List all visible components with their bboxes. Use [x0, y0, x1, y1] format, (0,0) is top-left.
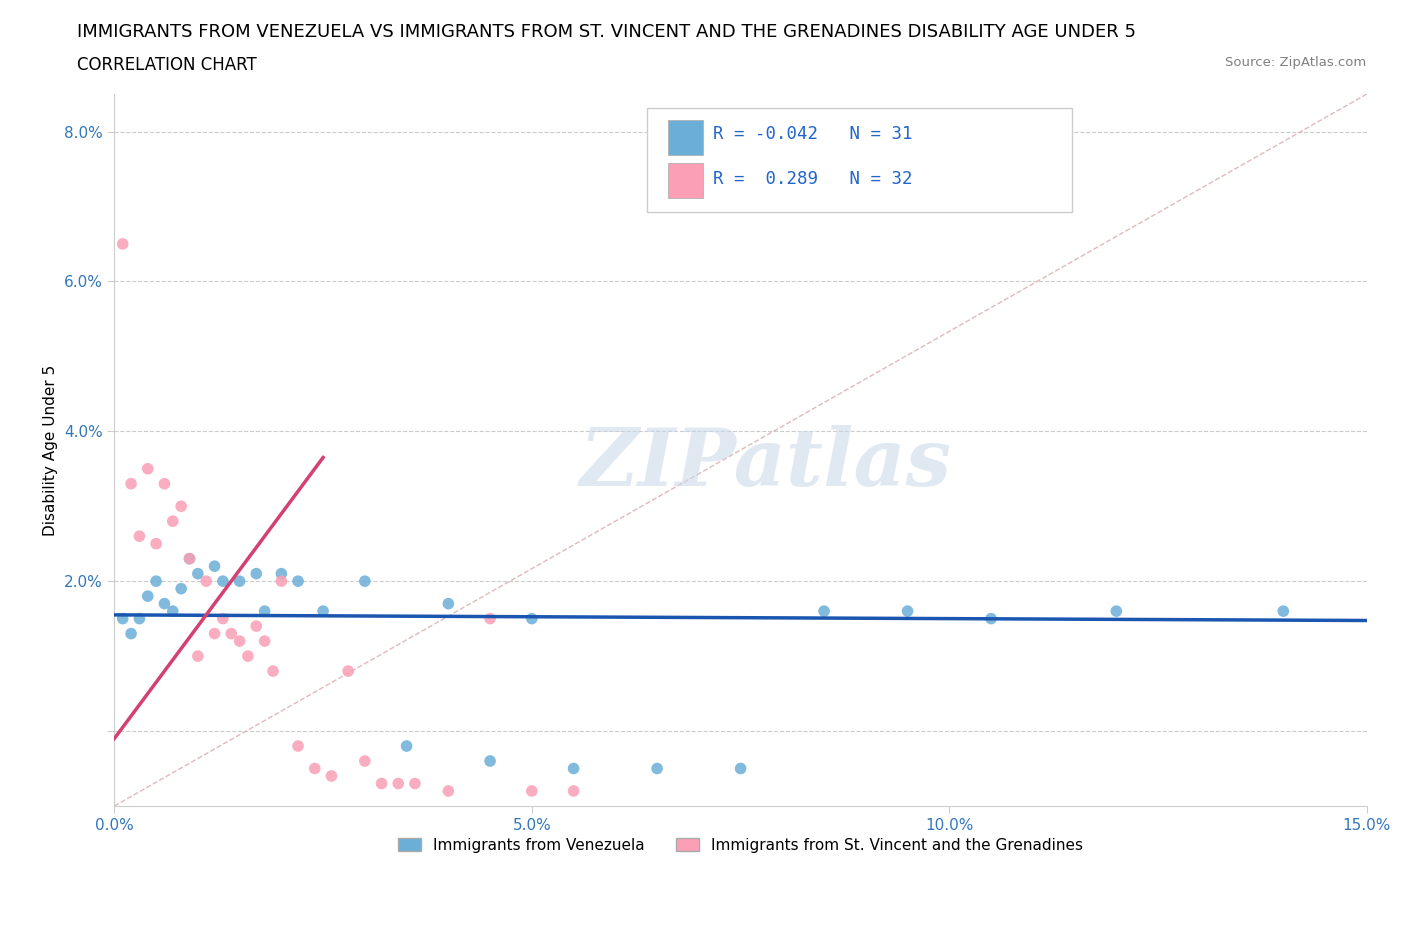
Point	[136, 461, 159, 476]
Point	[395, 738, 418, 753]
Point	[387, 776, 409, 790]
Point	[120, 476, 142, 491]
Point	[187, 648, 209, 663]
Point	[170, 581, 193, 596]
Point	[287, 738, 309, 753]
FancyBboxPatch shape	[647, 108, 1073, 211]
Point	[404, 776, 426, 790]
Point	[204, 559, 226, 574]
Point	[179, 551, 201, 566]
Point	[262, 664, 284, 679]
FancyBboxPatch shape	[668, 163, 703, 198]
Legend: Immigrants from Venezuela, Immigrants from St. Vincent and the Grenadines: Immigrants from Venezuela, Immigrants fr…	[392, 831, 1088, 858]
Point	[153, 596, 176, 611]
Point	[179, 551, 201, 566]
Point	[204, 626, 226, 641]
Point	[370, 776, 392, 790]
Point	[520, 784, 543, 799]
Text: ZIPatlas: ZIPatlas	[579, 426, 952, 503]
Point	[187, 566, 209, 581]
Text: CORRELATION CHART: CORRELATION CHART	[77, 56, 257, 73]
Point	[479, 611, 502, 626]
Point	[228, 633, 250, 648]
Text: R = -0.042   N = 31: R = -0.042 N = 31	[713, 125, 912, 143]
FancyBboxPatch shape	[668, 119, 703, 155]
Point	[228, 574, 250, 589]
Y-axis label: Disability Age Under 5: Disability Age Under 5	[44, 365, 58, 536]
Point	[479, 753, 502, 768]
Point	[321, 768, 343, 783]
Point	[520, 611, 543, 626]
Point	[245, 618, 267, 633]
Point	[212, 611, 235, 626]
Point	[562, 761, 585, 776]
Point	[219, 626, 242, 641]
Point	[813, 604, 835, 618]
Point	[287, 574, 309, 589]
Point	[312, 604, 335, 618]
Point	[270, 566, 292, 581]
Point	[128, 611, 150, 626]
Point	[304, 761, 326, 776]
Point	[162, 513, 184, 528]
Point	[253, 604, 276, 618]
Point	[253, 633, 276, 648]
Text: IMMIGRANTS FROM VENEZUELA VS IMMIGRANTS FROM ST. VINCENT AND THE GRENADINES DISA: IMMIGRANTS FROM VENEZUELA VS IMMIGRANTS …	[77, 23, 1136, 41]
Point	[145, 574, 167, 589]
Point	[212, 574, 235, 589]
Point	[1105, 604, 1128, 618]
Point	[162, 604, 184, 618]
Point	[270, 574, 292, 589]
Point	[353, 574, 375, 589]
Point	[645, 761, 668, 776]
Point	[245, 566, 267, 581]
Point	[980, 611, 1002, 626]
Point	[730, 761, 752, 776]
Point	[111, 611, 134, 626]
Point	[1272, 604, 1295, 618]
Point	[195, 574, 218, 589]
Point	[111, 236, 134, 251]
Point	[128, 529, 150, 544]
Point	[145, 537, 167, 551]
Point	[337, 664, 360, 679]
Point	[562, 784, 585, 799]
Text: Source: ZipAtlas.com: Source: ZipAtlas.com	[1226, 56, 1367, 69]
Point	[120, 626, 142, 641]
Point	[437, 784, 460, 799]
Point	[353, 753, 375, 768]
Point	[170, 498, 193, 513]
Point	[437, 596, 460, 611]
Point	[236, 648, 259, 663]
Point	[897, 604, 920, 618]
Point	[153, 476, 176, 491]
Text: R =  0.289   N = 32: R = 0.289 N = 32	[713, 170, 912, 188]
Point	[136, 589, 159, 604]
